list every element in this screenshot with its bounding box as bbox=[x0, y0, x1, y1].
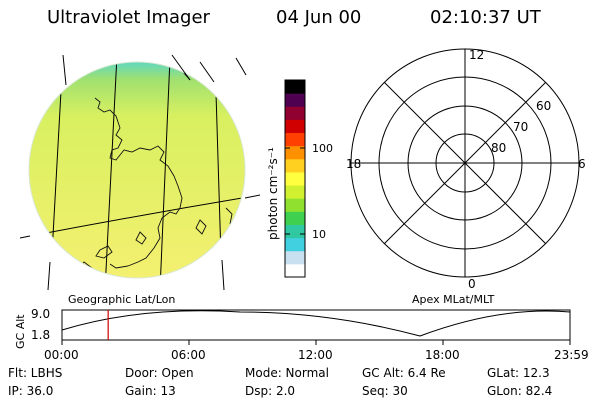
colorbar-segment bbox=[285, 145, 305, 160]
colorbar-segment bbox=[285, 237, 305, 252]
xtick-label: 18:00 bbox=[425, 348, 460, 362]
mlt-line-diag bbox=[383, 81, 547, 245]
mlt-label-6: 6 bbox=[578, 157, 586, 171]
colorbar-segment bbox=[285, 250, 305, 265]
colorbar-segment bbox=[285, 224, 305, 239]
colorbar-tick-100: 100 bbox=[312, 142, 333, 155]
colorbar bbox=[285, 80, 305, 278]
dsp-info: Dsp: 2.0 bbox=[245, 384, 296, 398]
colorbar-segment bbox=[285, 171, 305, 186]
glat-info: GLat: 12.3 bbox=[487, 366, 550, 380]
altitude-plot-frame bbox=[61, 309, 571, 341]
lat-label-70: 70 bbox=[513, 120, 528, 134]
app-title: Ultraviolet Imager bbox=[47, 7, 210, 28]
colorbar-segment bbox=[285, 185, 305, 199]
colorbar-unit-label: photon cm⁻²s⁻¹ bbox=[266, 147, 280, 240]
colorbar-segment bbox=[285, 211, 305, 225]
colorbar-segment bbox=[285, 158, 305, 173]
lat-label-60: 60 bbox=[536, 99, 551, 113]
polar-caption: Apex MLat/MLT bbox=[412, 293, 495, 306]
lat-label-80: 80 bbox=[491, 141, 506, 155]
longitude-line bbox=[104, 62, 118, 278]
colorbar-segment bbox=[285, 80, 305, 94]
altitude-plot bbox=[61, 309, 571, 345]
earth-disk bbox=[28, 61, 246, 279]
mode-info: Mode: Normal bbox=[245, 366, 329, 380]
filter-info: Flt: LBHS bbox=[8, 366, 63, 380]
colorbar-tick-10: 10 bbox=[312, 228, 326, 241]
longitude-line bbox=[159, 62, 171, 278]
colorbar-segment bbox=[285, 119, 305, 134]
altitude-curve bbox=[61, 310, 571, 337]
gc-alt-info: GC Alt: 6.4 Re bbox=[362, 366, 446, 380]
door-info: Door: Open bbox=[125, 366, 194, 380]
grid-overflow bbox=[19, 54, 261, 291]
xtick-label: 23:59 bbox=[554, 348, 589, 362]
mlt-label-12: 12 bbox=[469, 48, 484, 62]
colorbar-segment bbox=[285, 263, 305, 278]
colorbar-segment bbox=[285, 198, 305, 212]
xtick-label: 06:00 bbox=[171, 348, 206, 362]
colorbar-segment bbox=[285, 93, 305, 107]
time-label: 02:10:37 UT bbox=[430, 7, 541, 28]
polar-grid bbox=[350, 48, 580, 278]
gain-info: Gain: 13 bbox=[125, 384, 176, 398]
polar-labels: 12 18 6 0 60 70 80 bbox=[346, 48, 586, 291]
glon-info: GLon: 82.4 bbox=[487, 384, 553, 398]
altitude-ytick-bottom: 1.8 bbox=[31, 328, 50, 342]
latitude-line bbox=[29, 194, 245, 239]
seq-info: Seq: 30 bbox=[362, 384, 408, 398]
date-label: 04 Jun 00 bbox=[276, 7, 362, 28]
colorbar-segment bbox=[285, 106, 305, 120]
mlt-label-18: 18 bbox=[346, 157, 361, 171]
ip-info: IP: 36.0 bbox=[8, 384, 54, 398]
altitude-xticks: 00:00 06:00 12:00 18:00 23:59 bbox=[44, 348, 589, 362]
colorbar-frame bbox=[284, 79, 306, 278]
colorbar-segment bbox=[285, 132, 305, 147]
globe-caption: Geographic Lat/Lon bbox=[68, 293, 175, 306]
xtick-label: 00:00 bbox=[44, 348, 79, 362]
xtick-label: 12:00 bbox=[298, 348, 333, 362]
altitude-ytick-top: 9.0 bbox=[31, 307, 50, 321]
mlt-label-0: 0 bbox=[468, 277, 476, 291]
altitude-ylabel: GC Alt bbox=[14, 314, 27, 349]
